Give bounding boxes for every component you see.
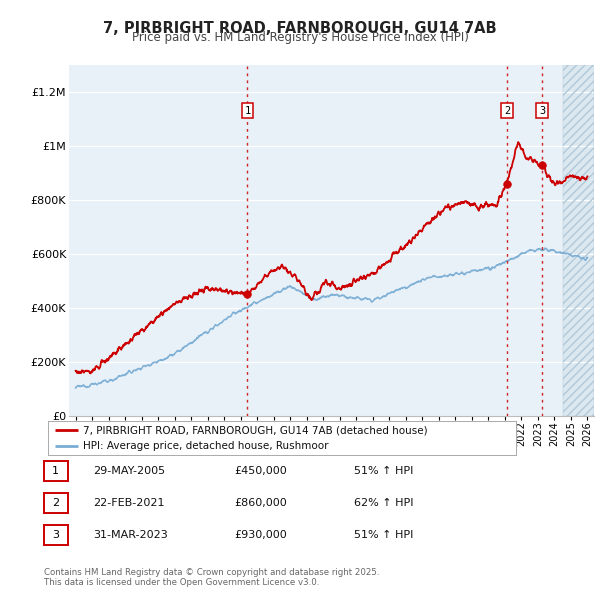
Text: 29-MAY-2005: 29-MAY-2005 xyxy=(93,466,165,476)
Text: 3: 3 xyxy=(52,530,59,540)
Text: Contains HM Land Registry data © Crown copyright and database right 2025.
This d: Contains HM Land Registry data © Crown c… xyxy=(44,568,379,587)
Text: £860,000: £860,000 xyxy=(234,498,287,507)
Text: £450,000: £450,000 xyxy=(234,466,287,476)
Text: 2: 2 xyxy=(52,498,59,508)
Text: 1: 1 xyxy=(244,106,251,116)
Text: 22-FEB-2021: 22-FEB-2021 xyxy=(93,498,164,507)
Text: 62% ↑ HPI: 62% ↑ HPI xyxy=(354,498,413,507)
Bar xyxy=(563,65,594,416)
Text: 51% ↑ HPI: 51% ↑ HPI xyxy=(354,466,413,476)
Text: 7, PIRBRIGHT ROAD, FARNBOROUGH, GU14 7AB: 7, PIRBRIGHT ROAD, FARNBOROUGH, GU14 7AB xyxy=(103,21,497,35)
Text: 31-MAR-2023: 31-MAR-2023 xyxy=(93,530,168,539)
Text: Price paid vs. HM Land Registry's House Price Index (HPI): Price paid vs. HM Land Registry's House … xyxy=(131,31,469,44)
Text: 1: 1 xyxy=(52,466,59,476)
Text: HPI: Average price, detached house, Rushmoor: HPI: Average price, detached house, Rush… xyxy=(83,441,329,451)
Text: 51% ↑ HPI: 51% ↑ HPI xyxy=(354,530,413,539)
Text: 7, PIRBRIGHT ROAD, FARNBOROUGH, GU14 7AB (detached house): 7, PIRBRIGHT ROAD, FARNBOROUGH, GU14 7AB… xyxy=(83,425,428,435)
Text: £930,000: £930,000 xyxy=(234,530,287,539)
Text: 3: 3 xyxy=(539,106,545,116)
Text: 2: 2 xyxy=(504,106,510,116)
Bar xyxy=(563,65,594,416)
